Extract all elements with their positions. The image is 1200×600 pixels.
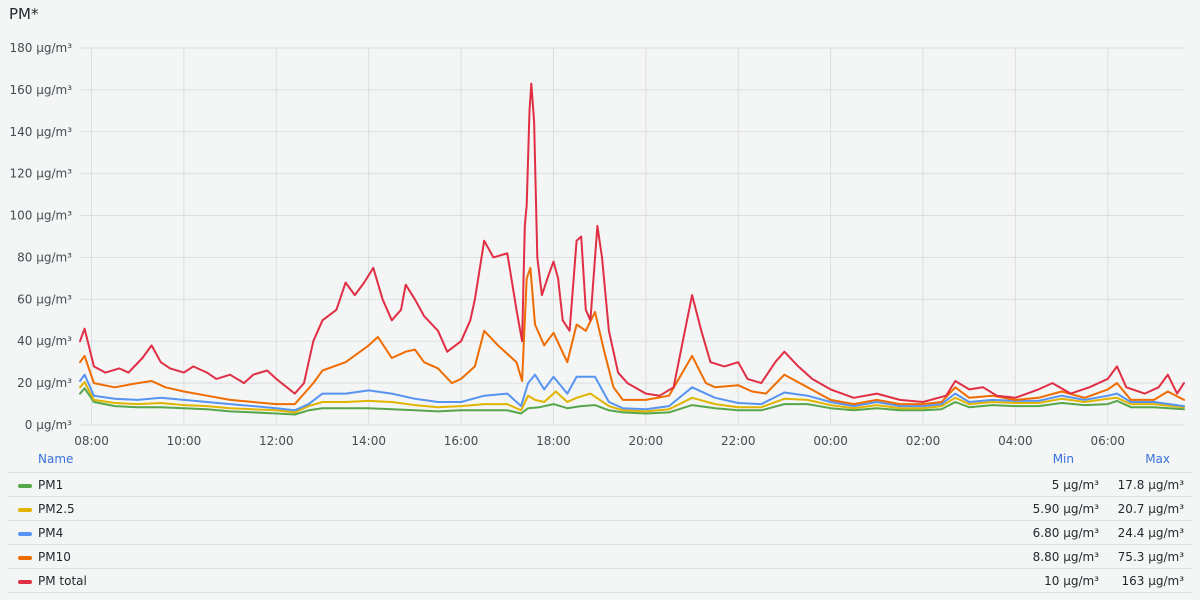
x-tick-label: 18:00 [536,434,571,448]
x-tick-label: 14:00 [351,434,386,448]
y-tick-label: 0 µg/m³ [25,418,72,432]
y-tick-label: 60 µg/m³ [17,292,72,306]
legend-header-name[interactable]: Name [38,452,74,466]
x-axis: 08:00 10:00 12:00 14:00 16:00 18:00 20:00 22:00… [74,434,1125,448]
y-tick-label: 120 µg/m³ [9,167,72,181]
y-tick-label: 40 µg/m³ [17,334,72,348]
series-line-pm4[interactable] [79,373,1185,412]
series-min: 8.80 µg/m³ [1032,550,1099,564]
y-tick-label: 140 µg/m³ [9,125,72,139]
legend-row[interactable]: PM10 8.80 µg/m³ 75.3 µg/m³ [8,545,1192,569]
series-min: 5.90 µg/m³ [1032,502,1099,516]
series-swatch [18,484,32,488]
series-name: PM4 [38,526,64,540]
series-max: 163 µg/m³ [1121,574,1184,588]
series-name: PM10 [38,550,71,564]
x-tick-label: 06:00 [1090,434,1125,448]
legend-row[interactable]: PM1 5 µg/m³ 17.8 µg/m³ [8,473,1192,497]
series-name: PM2.5 [38,502,75,516]
y-tick-label: 80 µg/m³ [17,250,72,264]
series-line-pm10[interactable] [79,266,1185,406]
series-name: PM1 [38,478,64,492]
series-min: 10 µg/m³ [1044,574,1099,588]
x-tick-label: 12:00 [259,434,294,448]
legend-header: Name Min Max [8,450,1192,473]
y-tick-label: 20 µg/m³ [17,376,72,390]
series-max: 17.8 µg/m³ [1117,478,1184,492]
legend-header-max[interactable]: Max [1145,452,1170,466]
legend-table: Name Min Max PM1 5 µg/m³ 17.8 µg/m³ PM2.… [8,450,1192,593]
series-max: 24.4 µg/m³ [1117,526,1184,540]
series-line-pm2-5[interactable] [79,381,1185,414]
x-tick-label: 10:00 [167,434,202,448]
legend-header-min[interactable]: Min [1052,452,1074,466]
panel-title[interactable]: PM* [9,5,39,23]
x-tick-label: 22:00 [721,434,756,448]
legend-row[interactable]: PM total 10 µg/m³ 163 µg/m³ [8,569,1192,593]
series-max: 75.3 µg/m³ [1117,550,1184,564]
legend-row[interactable]: PM2.5 5.90 µg/m³ 20.7 µg/m³ [8,497,1192,521]
series-swatch [18,556,32,560]
series-lines [79,82,1185,416]
series-swatch [18,532,32,536]
series-swatch [18,580,32,584]
x-tick-label: 08:00 [74,434,109,448]
x-tick-label: 20:00 [629,434,664,448]
series-line-pm1[interactable] [79,387,1185,416]
y-tick-label: 100 µg/m³ [9,209,72,223]
x-tick-label: 04:00 [998,434,1033,448]
series-name: PM total [38,574,87,588]
y-tick-label: 180 µg/m³ [9,41,72,55]
series-min: 5 µg/m³ [1051,478,1099,492]
series-min: 6.80 µg/m³ [1032,526,1099,540]
line-chart[interactable]: 0 µg/m³ 20 µg/m³ 40 µg/m³ 60 µg/m³ 80 µg/m³ 1… [0,0,1200,450]
series-swatch [18,508,32,512]
x-tick-label: 00:00 [813,434,848,448]
y-axis: 0 µg/m³ 20 µg/m³ 40 µg/m³ 60 µg/m³ 80 µg/m³ 1… [9,41,72,432]
grid [80,47,1184,426]
x-tick-label: 16:00 [444,434,479,448]
legend-row[interactable]: PM4 6.80 µg/m³ 24.4 µg/m³ [8,521,1192,545]
x-tick-label: 02:00 [906,434,941,448]
series-max: 20.7 µg/m³ [1117,502,1184,516]
series-line-pm-total[interactable] [79,82,1185,403]
y-tick-label: 160 µg/m³ [9,83,72,97]
